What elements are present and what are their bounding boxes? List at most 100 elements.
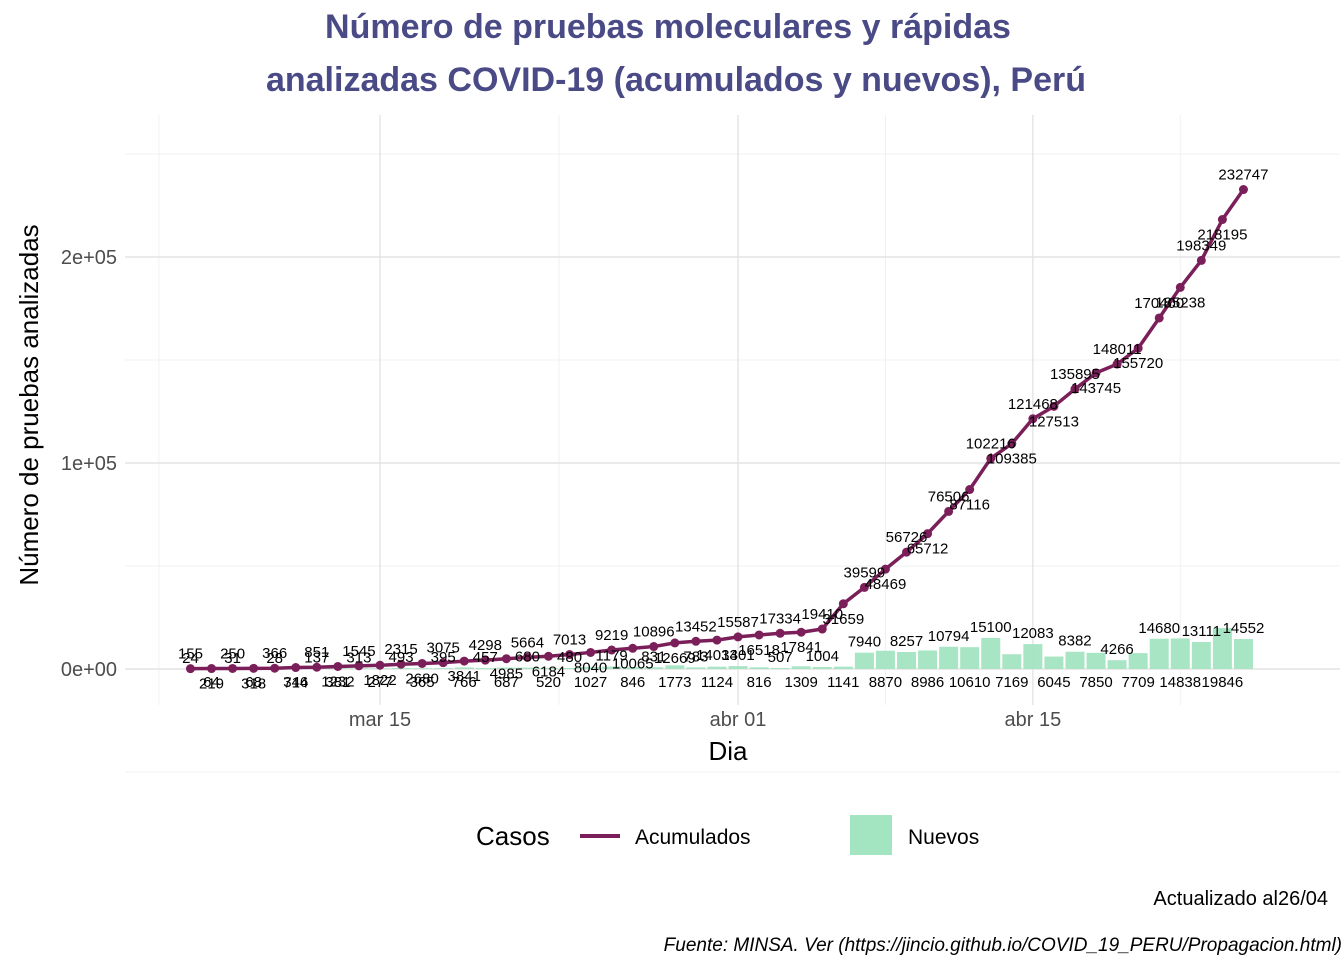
label-nuevos: 457 — [473, 649, 498, 666]
bar-nuevos — [1149, 638, 1169, 669]
y-tick-label: 0e+00 — [61, 659, 117, 681]
label-acumulados: 10896 — [633, 624, 675, 641]
label-nuevos: 1004 — [806, 648, 839, 665]
label-acumulados: 135895 — [1050, 366, 1100, 383]
label-nuevos: 395 — [431, 649, 456, 666]
point-acumulados — [796, 627, 806, 637]
label-acumulados: 16518 — [738, 642, 780, 659]
label-acumulados: 143745 — [1071, 380, 1121, 397]
point-acumulados — [270, 663, 280, 673]
label-acumulados: 851 — [304, 644, 329, 661]
bar-nuevos — [918, 650, 938, 669]
label-nuevos: 1179 — [596, 648, 628, 665]
point-acumulados — [228, 663, 238, 673]
caption-source: Fuente: MINSA. Ver (https://jincio.githu… — [664, 935, 1342, 956]
bar-nuevos — [496, 667, 516, 669]
label-nuevos: 520 — [536, 674, 561, 691]
point-acumulados — [1091, 368, 1101, 378]
label-acumulados: 48469 — [865, 576, 907, 593]
label-acumulados: 1232 — [321, 673, 354, 690]
point-acumulados — [438, 658, 448, 668]
bar-nuevos — [686, 667, 706, 669]
label-acumulados: 13452 — [675, 618, 717, 635]
legend-key-nuevos — [850, 815, 892, 855]
x-tick-label: abr 01 — [710, 709, 767, 731]
label-nuevos: 7850 — [1079, 674, 1112, 691]
bar-nuevos — [412, 668, 432, 669]
label-nuevos: 137 — [304, 650, 329, 667]
bar-nuevos — [602, 666, 622, 669]
label-nuevos: 381 — [325, 674, 350, 691]
label-acumulados: 56726 — [886, 529, 928, 546]
point-acumulados — [522, 652, 532, 662]
line-acumulados-path — [190, 188, 1245, 671]
caption-updated: Actualizado al26/04 — [1153, 888, 1328, 910]
label-acumulados: 17334 — [759, 610, 801, 627]
bar-nuevos — [981, 637, 1001, 669]
point-acumulados — [185, 664, 195, 674]
label-nuevos: 12083 — [1012, 625, 1054, 642]
point-acumulados — [543, 651, 553, 661]
point-acumulados — [754, 630, 764, 640]
label-nuevos: 1124 — [701, 674, 733, 691]
line-acumulados — [190, 188, 1245, 671]
legend-label-acumulados: Acumulados — [635, 826, 751, 849]
label-nuevos: 1141 — [827, 674, 859, 691]
label-nuevos: 846 — [620, 674, 645, 691]
label-nuevos: 4266 — [1100, 641, 1133, 658]
label-nuevos: 24 — [182, 650, 199, 667]
point-acumulados — [712, 635, 722, 645]
label-nuevos: 277 — [367, 674, 392, 691]
bar-nuevos — [1065, 651, 1085, 669]
point-acumulados — [1070, 384, 1080, 394]
label-nuevos: 10794 — [928, 628, 970, 645]
point-acumulados — [628, 643, 638, 653]
data-labels: 155 219 250 318 366 714 851 1232 1545 1822 2315 268… — [178, 167, 1269, 693]
bar-nuevos — [644, 667, 664, 669]
label-acumulados: 17841 — [780, 639, 822, 656]
label-nuevos: 8870 — [869, 674, 902, 691]
point-acumulados — [649, 642, 659, 652]
label-nuevos: 1401 — [721, 647, 754, 664]
label-acumulados: 15587 — [717, 614, 759, 631]
legend-label-nuevos: Nuevos — [908, 826, 979, 849]
points-acumulados — [185, 185, 1248, 674]
label-acumulados: 218195 — [1197, 227, 1247, 244]
label-nuevos: 346 — [283, 674, 308, 691]
point-acumulados — [1154, 313, 1164, 323]
label-acumulados: 109385 — [987, 451, 1037, 468]
bar-nuevos — [475, 668, 495, 669]
point-acumulados — [1175, 282, 1185, 292]
label-nuevos: 365 — [410, 674, 435, 691]
point-acumulados — [480, 655, 490, 665]
label-nuevos: 816 — [747, 674, 772, 691]
label-acumulados: 121468 — [1008, 396, 1058, 413]
point-acumulados — [607, 645, 617, 655]
point-acumulados — [375, 660, 385, 670]
point-acumulados — [291, 663, 301, 673]
point-acumulados — [501, 654, 511, 664]
label-acumulados: 127513 — [1029, 413, 1079, 430]
bar-nuevos — [538, 667, 558, 669]
label-acumulados: 39599 — [844, 564, 886, 581]
bar-nuevos — [1128, 653, 1148, 669]
label-acumulados: 7013 — [553, 632, 586, 649]
label-acumulados: 9219 — [595, 627, 628, 644]
bar-nuevos — [1044, 656, 1064, 669]
bar-nuevos — [623, 667, 643, 669]
label-acumulados: 6184 — [532, 663, 565, 680]
label-acumulados: 19410 — [801, 606, 843, 623]
point-acumulados — [1217, 215, 1227, 225]
y-axis-title: Número de pruebas analizadas — [14, 224, 44, 585]
label-nuevos: 13111 — [1182, 623, 1222, 640]
bar-nuevos — [454, 667, 474, 669]
label-acumulados: 10065 — [612, 655, 654, 672]
label-acumulados: 12669 — [654, 650, 696, 667]
legend-title: Casos — [476, 821, 550, 851]
point-acumulados — [417, 658, 427, 668]
label-nuevos: 507 — [768, 649, 793, 666]
label-acumulados: 3841 — [448, 668, 481, 685]
label-acumulados: 87116 — [949, 497, 990, 514]
point-acumulados — [459, 656, 469, 666]
